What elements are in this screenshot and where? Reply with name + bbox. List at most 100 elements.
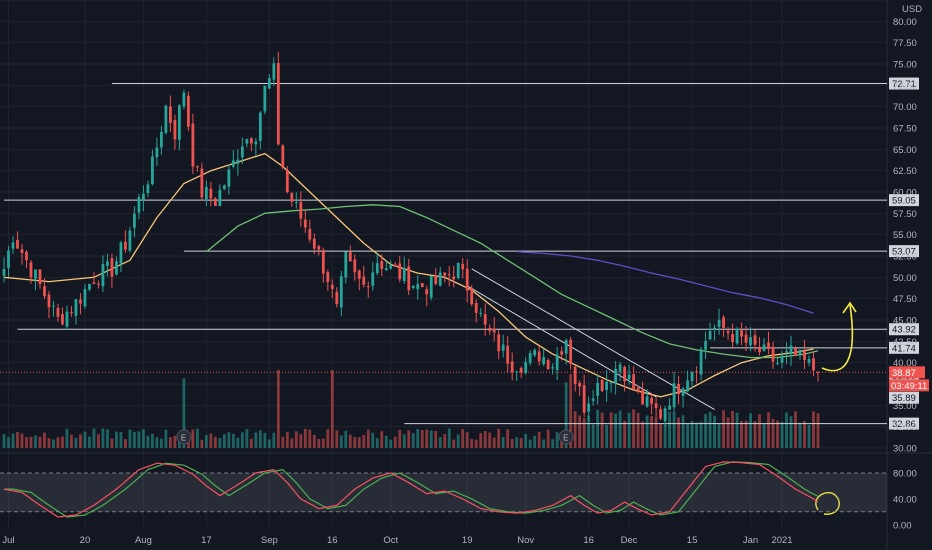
candle-body[interactable] [245, 138, 249, 144]
candle-body[interactable] [115, 261, 118, 275]
candle-body[interactable] [636, 387, 640, 392]
candle-body[interactable] [209, 188, 213, 199]
candle-body[interactable] [762, 344, 766, 351]
candle-body[interactable] [465, 268, 469, 291]
candle-body[interactable] [97, 283, 100, 285]
candle-body[interactable] [542, 357, 546, 365]
candlesticks[interactable] [2, 51, 820, 426]
candle-body[interactable] [659, 409, 662, 419]
candle-body[interactable] [627, 374, 631, 380]
candle-body[interactable] [564, 340, 568, 354]
candle-body[interactable] [200, 168, 204, 198]
candle-body[interactable] [339, 276, 343, 308]
candle-body[interactable] [308, 229, 312, 240]
candle-body[interactable] [618, 364, 622, 372]
candle-body[interactable] [411, 285, 415, 288]
candle-body[interactable] [52, 305, 55, 307]
candle-body[interactable] [560, 351, 564, 355]
candle-body[interactable] [704, 341, 707, 350]
candle-body[interactable] [731, 334, 734, 342]
candle-body[interactable] [668, 405, 671, 410]
candle-body[interactable] [366, 286, 370, 288]
candle-body[interactable] [758, 346, 761, 353]
candle-body[interactable] [749, 337, 752, 346]
candle-body[interactable] [258, 112, 262, 141]
candle-body[interactable] [789, 345, 793, 355]
candle-body[interactable] [695, 371, 698, 373]
candle-body[interactable] [317, 246, 321, 250]
candle-body[interactable] [101, 264, 105, 287]
candle-body[interactable] [497, 334, 501, 352]
candle-body[interactable] [393, 264, 397, 267]
candle-body[interactable] [160, 132, 163, 148]
candle-body[interactable] [546, 360, 550, 369]
candle-body[interactable] [524, 361, 528, 373]
candle-body[interactable] [38, 269, 42, 285]
candle-body[interactable] [434, 275, 438, 284]
candle-body[interactable] [186, 95, 190, 127]
candle-body[interactable] [632, 374, 636, 390]
candle-body[interactable] [146, 184, 150, 193]
candle-body[interactable] [348, 251, 352, 262]
candle-body[interactable] [537, 351, 541, 362]
candle-body[interactable] [249, 138, 253, 144]
candle-body[interactable] [600, 379, 604, 392]
candle-body[interactable] [641, 389, 645, 405]
candle-body[interactable] [798, 349, 802, 355]
candle-body[interactable] [569, 339, 573, 364]
candle-body[interactable] [299, 202, 303, 219]
candle-body[interactable] [384, 268, 388, 271]
candle-body[interactable] [74, 299, 78, 316]
candle-body[interactable] [699, 349, 703, 375]
candle-body[interactable] [708, 331, 712, 340]
candle-body[interactable] [61, 314, 64, 325]
candle-body[interactable] [375, 263, 379, 274]
candle-body[interactable] [155, 147, 159, 158]
candle-body[interactable] [218, 189, 222, 207]
candle-body[interactable] [551, 367, 555, 369]
candle-body[interactable] [119, 242, 123, 264]
candle-body[interactable] [812, 358, 815, 371]
candle-body[interactable] [443, 272, 447, 276]
candle-body[interactable] [222, 185, 226, 190]
candle-body[interactable] [776, 362, 779, 364]
candle-body[interactable] [182, 92, 186, 107]
candle-body[interactable] [231, 160, 235, 167]
price-axis[interactable]: 30.0032.5035.0037.5040.0042.5045.0047.50… [889, 4, 929, 455]
candle-body[interactable] [254, 141, 258, 145]
candle-body[interactable] [713, 327, 716, 330]
candle-body[interactable] [596, 382, 600, 396]
candle-body[interactable] [303, 219, 307, 228]
candle-body[interactable] [654, 403, 658, 409]
candle-body[interactable] [447, 274, 451, 276]
candle-body[interactable] [722, 317, 725, 328]
candle-body[interactable] [506, 345, 510, 364]
candle-body[interactable] [816, 371, 820, 373]
candle-body[interactable] [240, 146, 244, 158]
candle-body[interactable] [326, 272, 330, 283]
candle-body[interactable] [650, 397, 653, 404]
earnings-marker[interactable] [176, 429, 192, 445]
candle-body[interactable] [142, 193, 145, 200]
candle-body[interactable] [151, 156, 154, 185]
candle-body[interactable] [25, 251, 28, 261]
candle-body[interactable] [438, 272, 442, 286]
candle-body[interactable] [515, 371, 519, 373]
candle-body[interactable] [407, 266, 411, 291]
candle-body[interactable] [533, 349, 537, 356]
candle-body[interactable] [213, 198, 217, 206]
candle-body[interactable] [43, 286, 46, 297]
candle-body[interactable] [609, 382, 613, 384]
candle-body[interactable] [70, 312, 73, 314]
candle-body[interactable] [645, 396, 649, 407]
candle-body[interactable] [371, 272, 375, 286]
candle-body[interactable] [794, 347, 797, 357]
candle-body[interactable] [488, 327, 492, 331]
candle-body[interactable] [605, 381, 609, 391]
candle-body[interactable] [353, 259, 357, 273]
candle-body[interactable] [88, 283, 91, 290]
candle-body[interactable] [681, 388, 685, 396]
candle-body[interactable] [16, 239, 19, 249]
candle-body[interactable] [389, 264, 393, 269]
candle-body[interactable] [587, 403, 591, 412]
